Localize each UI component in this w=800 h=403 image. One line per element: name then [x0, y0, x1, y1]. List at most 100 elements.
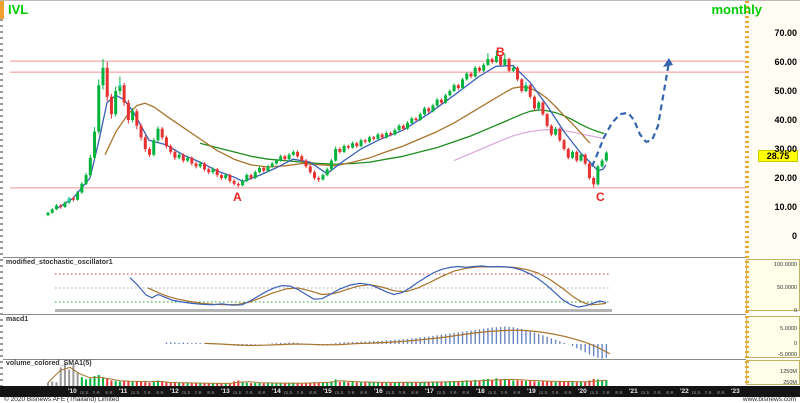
price-axis-label: 10.00	[774, 202, 797, 212]
stochastic-axis-area	[746, 259, 800, 311]
month-label: ก.ค.	[653, 390, 662, 395]
stochastic-panel-lines	[55, 273, 610, 303]
month-label: ก.ค.	[245, 390, 254, 395]
year-label: '18	[476, 387, 485, 395]
month-label: ต.ค.	[615, 390, 624, 395]
month-label: เม.ย.	[232, 390, 243, 395]
year-label: '20	[578, 387, 587, 395]
macd-axis-label: 5.0000	[780, 326, 797, 332]
macd-axis-area	[746, 316, 800, 358]
price-axis-label: 30.00	[774, 144, 797, 154]
month-label: เม.ย.	[385, 390, 396, 395]
year-label: '15	[323, 387, 332, 395]
month-label: ก.ค.	[347, 390, 356, 395]
month-label: ก.ค.	[704, 390, 713, 395]
year-label: '17	[425, 387, 434, 395]
price-axis-label: 20.00	[774, 173, 797, 183]
month-label: ต.ค.	[513, 390, 522, 395]
month-label: ก.ค.	[449, 390, 458, 395]
time-axis-bar[interactable]	[0, 386, 800, 397]
stochastic-axis-label: 100.0000	[774, 261, 797, 268]
website-link[interactable]: www.bisnews.com	[742, 395, 796, 403]
projection-arrow	[590, 58, 673, 167]
month-label: ต.ค.	[105, 390, 114, 395]
macd-axis-label: -5.0000	[778, 352, 797, 358]
volume-panel-label: volume_colored_SMA1(5)	[6, 359, 92, 367]
volume-axis-label: 250M	[783, 379, 797, 386]
panel-divider[interactable]	[0, 257, 746, 258]
macd-panel-label: macd1	[6, 315, 29, 323]
month-label: ต.ค.	[207, 390, 216, 395]
year-label: '21	[629, 387, 638, 395]
month-label: ต.ค.	[360, 390, 369, 395]
candlestick-series	[46, 50, 608, 217]
price-axis-label: 50.00	[774, 86, 797, 96]
month-label: ก.ค.	[500, 390, 509, 395]
stoch-brown-line	[147, 266, 607, 306]
month-label: ก.ค.	[143, 390, 152, 395]
stochastic-axis-label: 0	[793, 308, 797, 315]
year-label: '13	[221, 387, 230, 395]
month-label: เม.ย.	[436, 390, 447, 395]
left-tick-strip	[0, 19, 3, 397]
macd-signal-line	[204, 329, 611, 355]
year-label: '22	[680, 387, 689, 395]
month-label: เม.ย.	[691, 390, 702, 395]
year-label: '11	[119, 387, 128, 395]
month-label: เม.ย.	[79, 390, 90, 395]
price-axis-label: 0	[791, 231, 797, 241]
year-label: '10	[68, 387, 77, 395]
left-accent-bar	[0, 1, 4, 19]
panel-divider[interactable]	[0, 358, 746, 360]
year-label: '12	[170, 387, 179, 395]
month-label: เม.ย.	[487, 390, 498, 395]
price-axis-label: 70.00	[774, 28, 797, 38]
macd-axis-label: 0	[793, 341, 797, 347]
stochastic-axis-label: 50.0000	[777, 284, 797, 291]
month-label: เม.ย.	[130, 390, 141, 395]
month-label: เม.ย.	[283, 390, 294, 395]
month-label: ก.ค.	[296, 390, 305, 395]
year-label: '16	[374, 387, 383, 395]
month-label: ต.ค.	[411, 390, 420, 395]
wave-label-B: B	[496, 45, 505, 59]
timeframe-label: monthly	[711, 2, 762, 17]
month-label: ต.ค.	[258, 390, 267, 395]
price-axis-area[interactable]	[746, 1, 800, 257]
year-label: '14	[272, 387, 281, 395]
stochastic-scrollbar[interactable]	[55, 309, 612, 312]
stochastic-panel-label: modified_stochastic_oscillator1	[6, 259, 113, 266]
month-label: เม.ย.	[181, 390, 192, 395]
month-label: ก.ค.	[398, 390, 407, 395]
support-resistance-lines	[10, 60, 745, 189]
year-label: '19	[527, 387, 536, 395]
month-label: ต.ค.	[309, 390, 318, 395]
month-label: ต.ค.	[717, 390, 726, 395]
stoch-blue-line	[129, 265, 607, 308]
price-axis-label: 40.00	[774, 115, 797, 125]
axis-tick-column	[745, 1, 749, 386]
month-label: ก.ค.	[194, 390, 203, 395]
volume-bars	[47, 362, 608, 386]
year-label: '23	[731, 387, 740, 395]
price-axis-label: 60.00	[774, 57, 797, 67]
month-label: เม.ย.	[589, 390, 600, 395]
month-label: ต.ค.	[462, 390, 471, 395]
month-label: เม.ย.	[538, 390, 549, 395]
panel-divider[interactable]	[0, 313, 746, 315]
month-label: เม.ย.	[640, 390, 651, 395]
month-label: ก.ค.	[602, 390, 611, 395]
month-label: ต.ค.	[666, 390, 675, 395]
month-label: ต.ค.	[156, 390, 165, 395]
volume-axis-area	[746, 360, 800, 385]
copyright-text: © 2020 Bisnews AFE (Thailand) Limited	[4, 395, 119, 403]
month-label: ต.ค.	[564, 390, 573, 395]
month-label: ก.ค.	[92, 390, 101, 395]
volume-sma-line	[47, 366, 607, 384]
month-label: เม.ย.	[334, 390, 345, 395]
month-label: ก.ค.	[551, 390, 560, 395]
wave-label-A: A	[233, 190, 242, 204]
wave-label-C: C	[596, 190, 605, 204]
